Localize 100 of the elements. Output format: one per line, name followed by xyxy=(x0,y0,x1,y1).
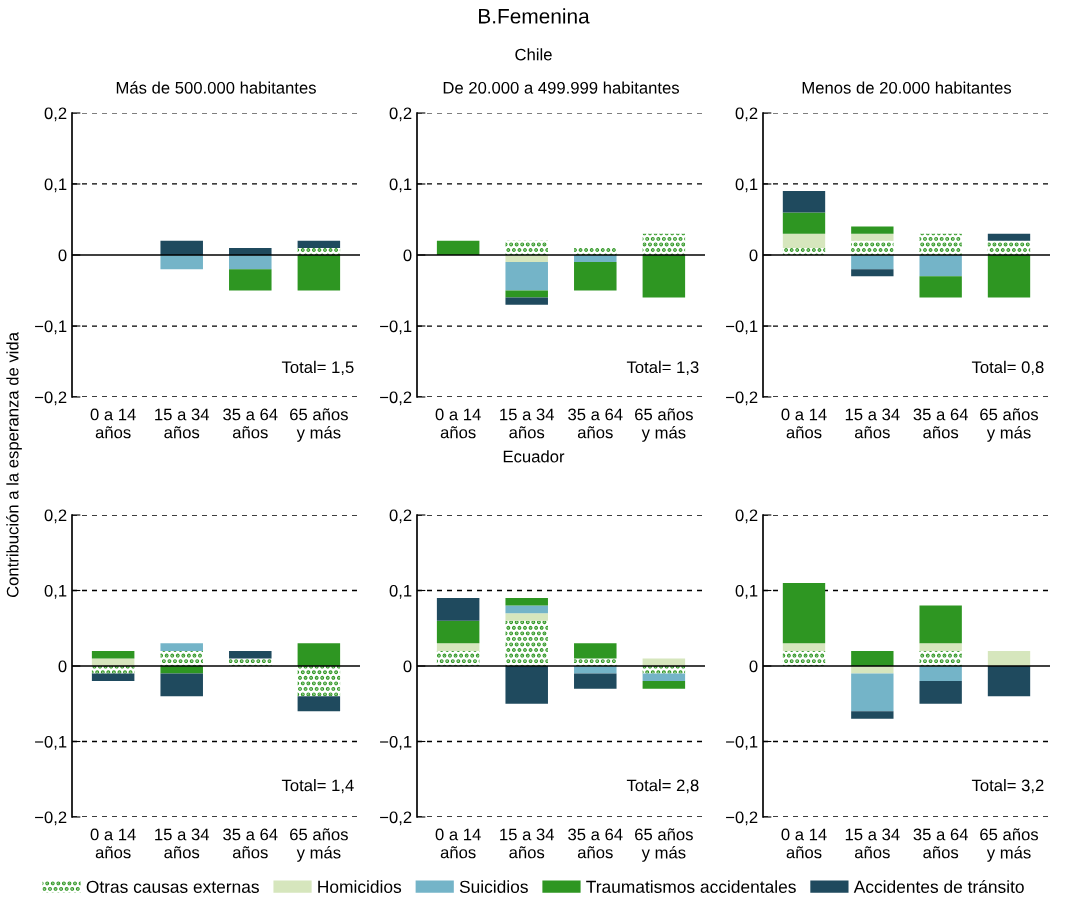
y-tick-label: −0,2 xyxy=(726,391,758,406)
bar xyxy=(987,255,1031,298)
legend-label: Suicidios xyxy=(459,880,528,893)
y-tick-label: 0 xyxy=(749,249,758,262)
bar xyxy=(160,240,203,255)
legend-label: Homicidios xyxy=(318,880,402,893)
bar xyxy=(919,255,962,277)
bar xyxy=(642,666,686,674)
y-tick-label: 0 xyxy=(403,660,412,673)
y-tick-label: 0,1 xyxy=(389,178,412,193)
y-tick-label: 0,1 xyxy=(735,584,758,599)
bar xyxy=(987,650,1031,666)
y-tick-label: 0,2 xyxy=(389,509,412,524)
bar xyxy=(642,673,686,682)
bar xyxy=(574,658,617,666)
bar xyxy=(505,613,548,621)
y-tick-label: −0,1 xyxy=(380,735,412,750)
chart-title: Más de 500.000 habitantes xyxy=(116,81,316,94)
bar xyxy=(574,643,617,659)
bar xyxy=(297,643,341,666)
bar xyxy=(160,255,203,270)
bar xyxy=(642,681,686,689)
bar xyxy=(851,233,894,241)
bar xyxy=(505,605,548,614)
y-tick-label: −0,1 xyxy=(35,735,67,750)
bar xyxy=(574,262,617,291)
bar xyxy=(851,226,894,234)
annotation: Total= 2,8 xyxy=(626,779,699,794)
y-tick-label: 0 xyxy=(749,660,758,673)
bar xyxy=(919,643,962,651)
x-tick-label: 65 años y más xyxy=(290,828,348,862)
y-tick-label: −0,1 xyxy=(726,735,758,750)
bar xyxy=(574,666,617,674)
bar xyxy=(160,650,203,666)
bar xyxy=(851,650,894,666)
bar xyxy=(297,696,341,712)
y-tick-label: 0,2 xyxy=(735,107,758,122)
y-tick-label: −0,2 xyxy=(35,811,67,826)
x-tick-label: 0 a 14 años xyxy=(781,408,827,439)
y-tick-label: 0,1 xyxy=(735,178,758,193)
x-tick-label: 65 años y más xyxy=(980,828,1039,862)
bar xyxy=(987,240,1031,255)
bar xyxy=(987,666,1031,697)
y-tick-label: −0,2 xyxy=(380,391,412,406)
bar xyxy=(782,191,826,213)
x-tick-label: 35 a 64 años xyxy=(913,828,968,859)
x-tick-label: 65 años y más xyxy=(290,408,348,442)
x-tick-label: 35 a 64 años xyxy=(223,828,278,859)
annotation: Total= 1,3 xyxy=(626,360,699,376)
bar xyxy=(505,666,548,704)
bar xyxy=(919,233,962,255)
x-tick-label: 35 a 64 años xyxy=(913,408,968,439)
chart-title: De 20.000 a 499.999 habitantes xyxy=(443,81,680,94)
x-tick-label: 15 a 34 años xyxy=(155,408,210,439)
y-tick-label: 0,1 xyxy=(389,584,412,599)
chart-title: Menos de 20.000 habitantes xyxy=(802,81,1012,94)
bar xyxy=(851,711,894,719)
bar xyxy=(436,240,480,255)
x-tick-label: 15 a 34 años xyxy=(845,408,900,439)
annotation: Total= 1,4 xyxy=(281,779,354,794)
x-tick-label: 0 a 14 años xyxy=(435,408,481,439)
bar xyxy=(91,673,135,682)
bar xyxy=(851,240,894,255)
bar xyxy=(919,666,962,682)
y-axis-title: Contribución a la esperanza de vida xyxy=(6,332,22,598)
y-tick-label: 0,2 xyxy=(44,509,67,524)
y-tick-label: −0,1 xyxy=(35,320,67,335)
bar xyxy=(505,262,548,291)
bar xyxy=(851,269,894,277)
x-tick-label: 15 a 34 años xyxy=(500,828,555,859)
bar xyxy=(297,666,341,697)
y-tick-label: 0,2 xyxy=(44,107,67,122)
bar xyxy=(297,240,341,248)
bar xyxy=(229,658,272,666)
x-tick-label: 35 a 64 años xyxy=(568,408,623,439)
bar xyxy=(505,240,548,255)
bar xyxy=(436,650,480,666)
legend-label: Accidentes de tránsito xyxy=(853,879,1024,893)
bar xyxy=(919,605,962,644)
bar xyxy=(436,643,480,651)
bar xyxy=(505,620,548,666)
bar xyxy=(642,658,686,666)
bar xyxy=(505,598,548,606)
bar xyxy=(297,255,341,291)
x-tick-label: 65 años y más xyxy=(980,408,1039,442)
bar xyxy=(229,650,272,659)
x-tick-label: 15 a 34 años xyxy=(845,828,900,859)
bar xyxy=(851,255,894,270)
bar xyxy=(919,650,962,666)
bar xyxy=(505,297,548,305)
x-tick-label: 0 a 14 años xyxy=(435,828,481,859)
bar xyxy=(987,233,1031,241)
bar xyxy=(160,673,203,697)
text: Chile xyxy=(515,48,552,61)
bar xyxy=(91,666,135,674)
bar xyxy=(782,233,826,248)
x-tick-label: 35 a 64 años xyxy=(223,408,278,439)
bar xyxy=(851,666,894,674)
bar xyxy=(160,643,203,651)
annotation: Total= 1,5 xyxy=(281,360,354,376)
